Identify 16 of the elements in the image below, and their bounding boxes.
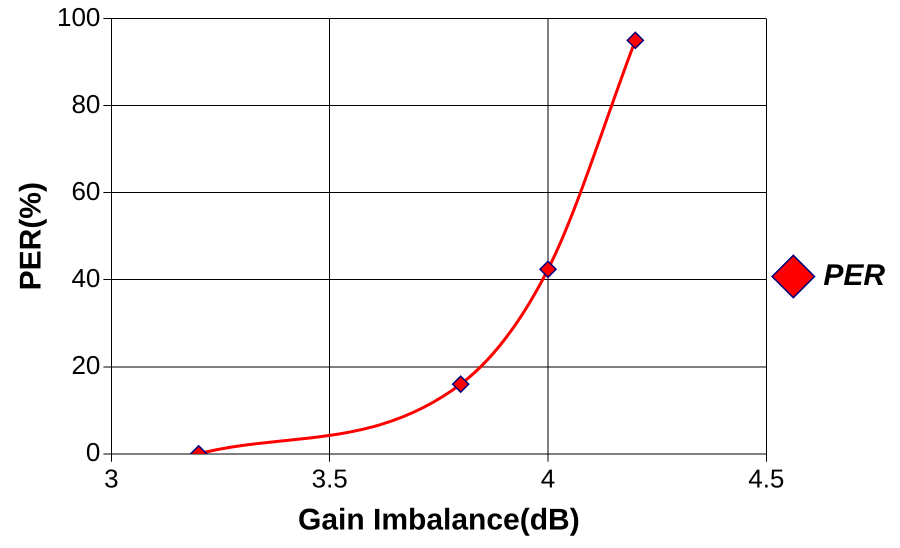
y-axis-title: PER(%) bbox=[14, 182, 48, 290]
x-tick-label: 4.5 bbox=[748, 464, 784, 494]
legend-label: PER bbox=[823, 258, 886, 292]
y-tick-label: 40 bbox=[71, 262, 100, 293]
y-tick-label: 60 bbox=[71, 176, 100, 206]
y-tick-label: 100 bbox=[56, 2, 100, 32]
y-tick-label: 0 bbox=[86, 436, 100, 467]
y-tick-label: 20 bbox=[71, 350, 100, 380]
x-tick-label: 3 bbox=[104, 464, 119, 494]
y-tick-label: 80 bbox=[71, 88, 100, 119]
x-tick-label: 4 bbox=[540, 464, 556, 494]
point bbox=[452, 375, 470, 393]
point bbox=[539, 260, 557, 278]
x-tick-label: 3.5 bbox=[312, 464, 348, 494]
x-axis-title: Gain Imbalance(dB) bbox=[298, 503, 580, 536]
point bbox=[626, 32, 644, 50]
